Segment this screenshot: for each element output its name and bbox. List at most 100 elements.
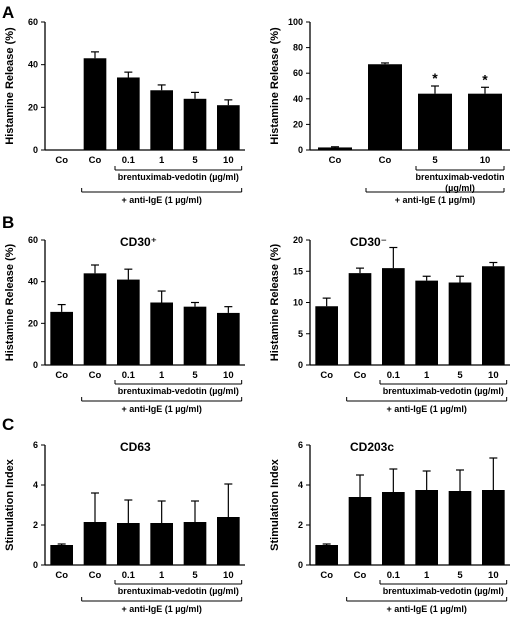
bar xyxy=(83,58,107,151)
y-tick-label: 0 xyxy=(33,560,38,570)
category-label: 1 xyxy=(159,370,165,381)
y-tick-label: 20 xyxy=(293,235,303,245)
y-tick-label: 2 xyxy=(298,520,303,530)
drug-label: brentuximab-vedotin (µg/ml) xyxy=(118,172,239,182)
category-label: 10 xyxy=(480,155,491,166)
significance-star: * xyxy=(432,70,438,86)
category-label: 5 xyxy=(192,155,198,166)
bar xyxy=(183,98,207,150)
bar xyxy=(50,545,73,565)
chart-c-right: 0 2 4 6 Stimulation Index CD203c Co Co 0.1 1 5 10 br… xyxy=(269,440,510,614)
y-tick-label: 100 xyxy=(288,17,303,27)
y-tick-label: 4 xyxy=(33,480,38,490)
category-label: Co xyxy=(55,155,68,166)
bar xyxy=(150,302,173,365)
category-label: 0.1 xyxy=(122,155,136,166)
category-label: 5 xyxy=(192,370,198,381)
y-axis-label: Stimulation Index xyxy=(269,458,281,551)
category-label: 10 xyxy=(223,370,234,381)
drug-label: brentuximab-vedotin xyxy=(415,172,504,182)
bar xyxy=(382,268,405,365)
bar xyxy=(117,279,140,365)
y-tick-label: 6 xyxy=(33,440,38,450)
y-tick-label: 2 xyxy=(33,520,38,530)
bar xyxy=(150,90,173,150)
bar xyxy=(318,147,352,150)
bar xyxy=(418,93,452,150)
stim-label: + anti-IgE (1 µg/ml) xyxy=(386,404,466,414)
y-tick-label: 6 xyxy=(298,440,303,450)
y-tick-label: 60 xyxy=(293,68,303,78)
category-label: 10 xyxy=(488,370,499,381)
category-label: 1 xyxy=(159,570,165,581)
bar xyxy=(150,523,173,565)
y-tick-label: 80 xyxy=(293,43,303,53)
chart-a-right: 0 20 40 60 80 100 Histamine Release (%) Co Co * 5 *… xyxy=(269,17,510,205)
bar xyxy=(482,490,505,565)
bar xyxy=(448,491,472,565)
y-tick-label: 40 xyxy=(28,277,38,287)
category-label: 5 xyxy=(432,155,438,166)
y-tick-label: 0 xyxy=(33,145,38,155)
stim-label: + anti-IgE (1 µg/ml) xyxy=(121,404,201,414)
y-axis-label: Histamine Release (%) xyxy=(4,243,16,361)
bar xyxy=(83,522,107,565)
y-tick-label: 20 xyxy=(28,318,38,328)
category-label: 5 xyxy=(192,570,198,581)
category-label: 5 xyxy=(457,570,463,581)
y-axis-label: Stimulation Index xyxy=(4,458,16,551)
bar xyxy=(368,64,402,150)
y-axis-label: Histamine Release (%) xyxy=(4,27,16,145)
bar xyxy=(482,266,505,365)
category-label: 1 xyxy=(159,155,165,166)
category-label: 0.1 xyxy=(122,370,136,381)
category-label: Co xyxy=(354,370,367,381)
y-tick-label: 0 xyxy=(298,145,303,155)
category-label: 0.1 xyxy=(387,570,401,581)
bar xyxy=(183,522,207,565)
bar xyxy=(217,105,240,150)
y-tick-label: 4 xyxy=(298,480,303,490)
drug-label-unit: (µg/ml) xyxy=(445,183,475,193)
panel-letter-b: B xyxy=(2,213,14,232)
stim-label: + anti-IgE (1 µg/ml) xyxy=(121,195,201,205)
y-tick-label: 15 xyxy=(293,266,303,276)
drug-label: brentuximab-vedotin (µg/ml) xyxy=(118,586,239,596)
bar xyxy=(468,93,502,150)
stim-label: + anti-IgE (1 µg/ml) xyxy=(121,604,201,614)
bar xyxy=(50,311,73,365)
category-label: 1 xyxy=(424,570,430,581)
bar xyxy=(315,306,338,365)
bar xyxy=(217,312,240,365)
y-tick-label: 60 xyxy=(28,17,38,27)
bar xyxy=(415,280,438,365)
category-label: Co xyxy=(89,570,102,581)
y-tick-label: 0 xyxy=(298,560,303,570)
bar xyxy=(448,282,472,365)
y-tick-label: 10 xyxy=(293,298,303,308)
chart-c-left: 0 2 4 6 Stimulation Index CD63 Co Co 0.1 1 5 10 bren… xyxy=(4,440,245,614)
category-label: 10 xyxy=(223,155,234,166)
bar xyxy=(217,517,240,565)
chart-title: CD30⁻ xyxy=(350,235,387,249)
drug-label: brentuximab-vedotin (µg/ml) xyxy=(118,386,239,396)
category-label: 0.1 xyxy=(387,370,401,381)
bar xyxy=(348,497,372,565)
bar xyxy=(83,273,107,365)
chart-title: CD30⁺ xyxy=(120,235,157,249)
panel-letter-c: C xyxy=(2,415,14,434)
y-axis-label: Histamine Release (%) xyxy=(269,27,281,145)
stim-label: + anti-IgE (1 µg/ml) xyxy=(386,604,466,614)
category-label: Co xyxy=(320,570,333,581)
category-label: 0.1 xyxy=(122,570,136,581)
category-label: Co xyxy=(55,570,68,581)
bar xyxy=(315,545,338,565)
bar xyxy=(415,490,438,565)
category-label: 10 xyxy=(223,570,234,581)
y-tick-label: 0 xyxy=(33,360,38,370)
category-label: Co xyxy=(89,155,102,166)
chart-a-left: 0 20 40 60 Histamine Release (%) Co Co 0.1 1 5 10 b… xyxy=(4,17,245,205)
bar xyxy=(117,523,140,565)
category-label: Co xyxy=(55,370,68,381)
